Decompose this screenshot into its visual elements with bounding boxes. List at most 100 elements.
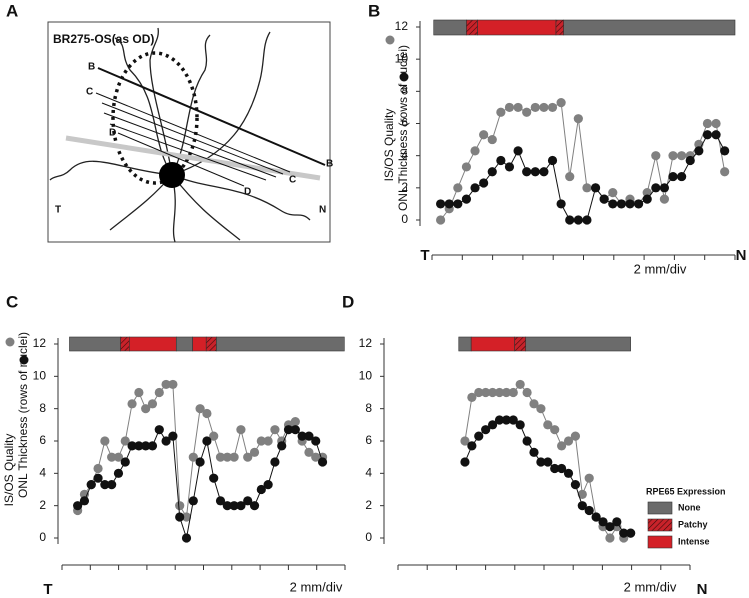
data-point [470,183,480,193]
data-point [181,533,192,543]
data-point [582,215,592,225]
data-point [209,431,219,441]
legend-label: Intense [678,536,710,546]
data-point [642,194,652,204]
panel-letter: B [368,1,380,20]
expression-segment [192,336,207,352]
data-point [543,457,553,467]
data-point [626,528,636,538]
data-point [590,183,601,193]
data-point [685,155,695,166]
data-point [120,436,130,446]
data-point [107,452,117,462]
data-point [188,452,198,462]
data-point [625,199,635,209]
data-point [270,457,280,467]
data-point [659,183,670,193]
data-point [311,452,321,462]
data-point [181,512,192,522]
data-point [79,489,90,499]
scan-label: B [88,62,95,73]
expression-segment [433,19,467,36]
data-point [290,425,300,435]
y-tick-label: 0 [365,530,372,544]
data-point [107,480,117,490]
data-point [487,420,498,430]
y-tick-label: 6 [401,116,408,130]
data-point [297,431,307,441]
data-point [599,194,609,204]
data-point [161,436,171,446]
data-point [79,496,90,506]
y-tick-label: 4 [39,466,46,480]
data-point [550,425,560,435]
data-point [453,183,463,193]
data-point [513,146,523,156]
y-tick-label: 4 [401,148,408,162]
data-point [127,399,137,409]
data-point [436,215,446,225]
data-point [522,167,532,177]
data-point [188,496,198,506]
y-tick-label: 0 [39,530,46,544]
data-point [501,415,511,425]
data-point [479,130,489,140]
data-point [605,522,615,532]
y-tick-label: 2 [401,180,408,194]
data-point [494,387,505,398]
data-point [501,387,511,398]
data-point [243,496,253,506]
data-point [633,199,644,209]
y-tick-label: 10 [33,369,47,383]
expression-segment [477,19,557,36]
data-point [584,473,594,483]
data-point [154,425,164,435]
optic-disc [159,162,185,188]
data-point [508,415,518,425]
data-point [563,436,574,446]
y-tick-label: 12 [33,336,47,350]
panel-letter: D [342,292,354,311]
data-point [702,118,713,129]
data-point [215,452,226,462]
data-point [720,167,730,177]
expression-segment [470,336,515,352]
data-point [668,171,678,182]
expression-segment [205,336,217,352]
data-point [659,194,670,204]
data-point [277,441,287,451]
series-name: IS/OS Quality [382,109,396,182]
expression-segment [69,336,121,352]
y-tick-label: 8 [401,84,408,98]
data-point [222,501,232,511]
scan-lines [95,67,326,187]
data-point [113,468,124,478]
data-point [444,199,454,209]
data-point [222,452,232,462]
expression-segment [514,336,527,352]
data-point [263,480,273,490]
data-point [530,102,540,113]
data-point [573,215,583,225]
data-point [249,447,260,457]
data-point [243,452,253,462]
data-point [229,501,239,511]
series-name: ONL Thickness (rows of nuclei) [396,45,410,211]
data-point [584,505,594,516]
data-point [202,436,212,446]
data-point [154,387,164,398]
data-point [481,425,491,435]
data-point [487,387,498,398]
legend: RPE65 Expression [646,486,726,496]
data-point [702,130,713,140]
data-point [175,512,185,522]
data-point [147,399,158,409]
expression-segment [129,336,177,352]
data-point [175,501,185,511]
data-point [481,387,491,398]
data-point [496,155,506,166]
data-point [460,436,470,446]
data-point [577,489,587,499]
fovea-region [111,51,199,185]
data-point [479,178,489,188]
